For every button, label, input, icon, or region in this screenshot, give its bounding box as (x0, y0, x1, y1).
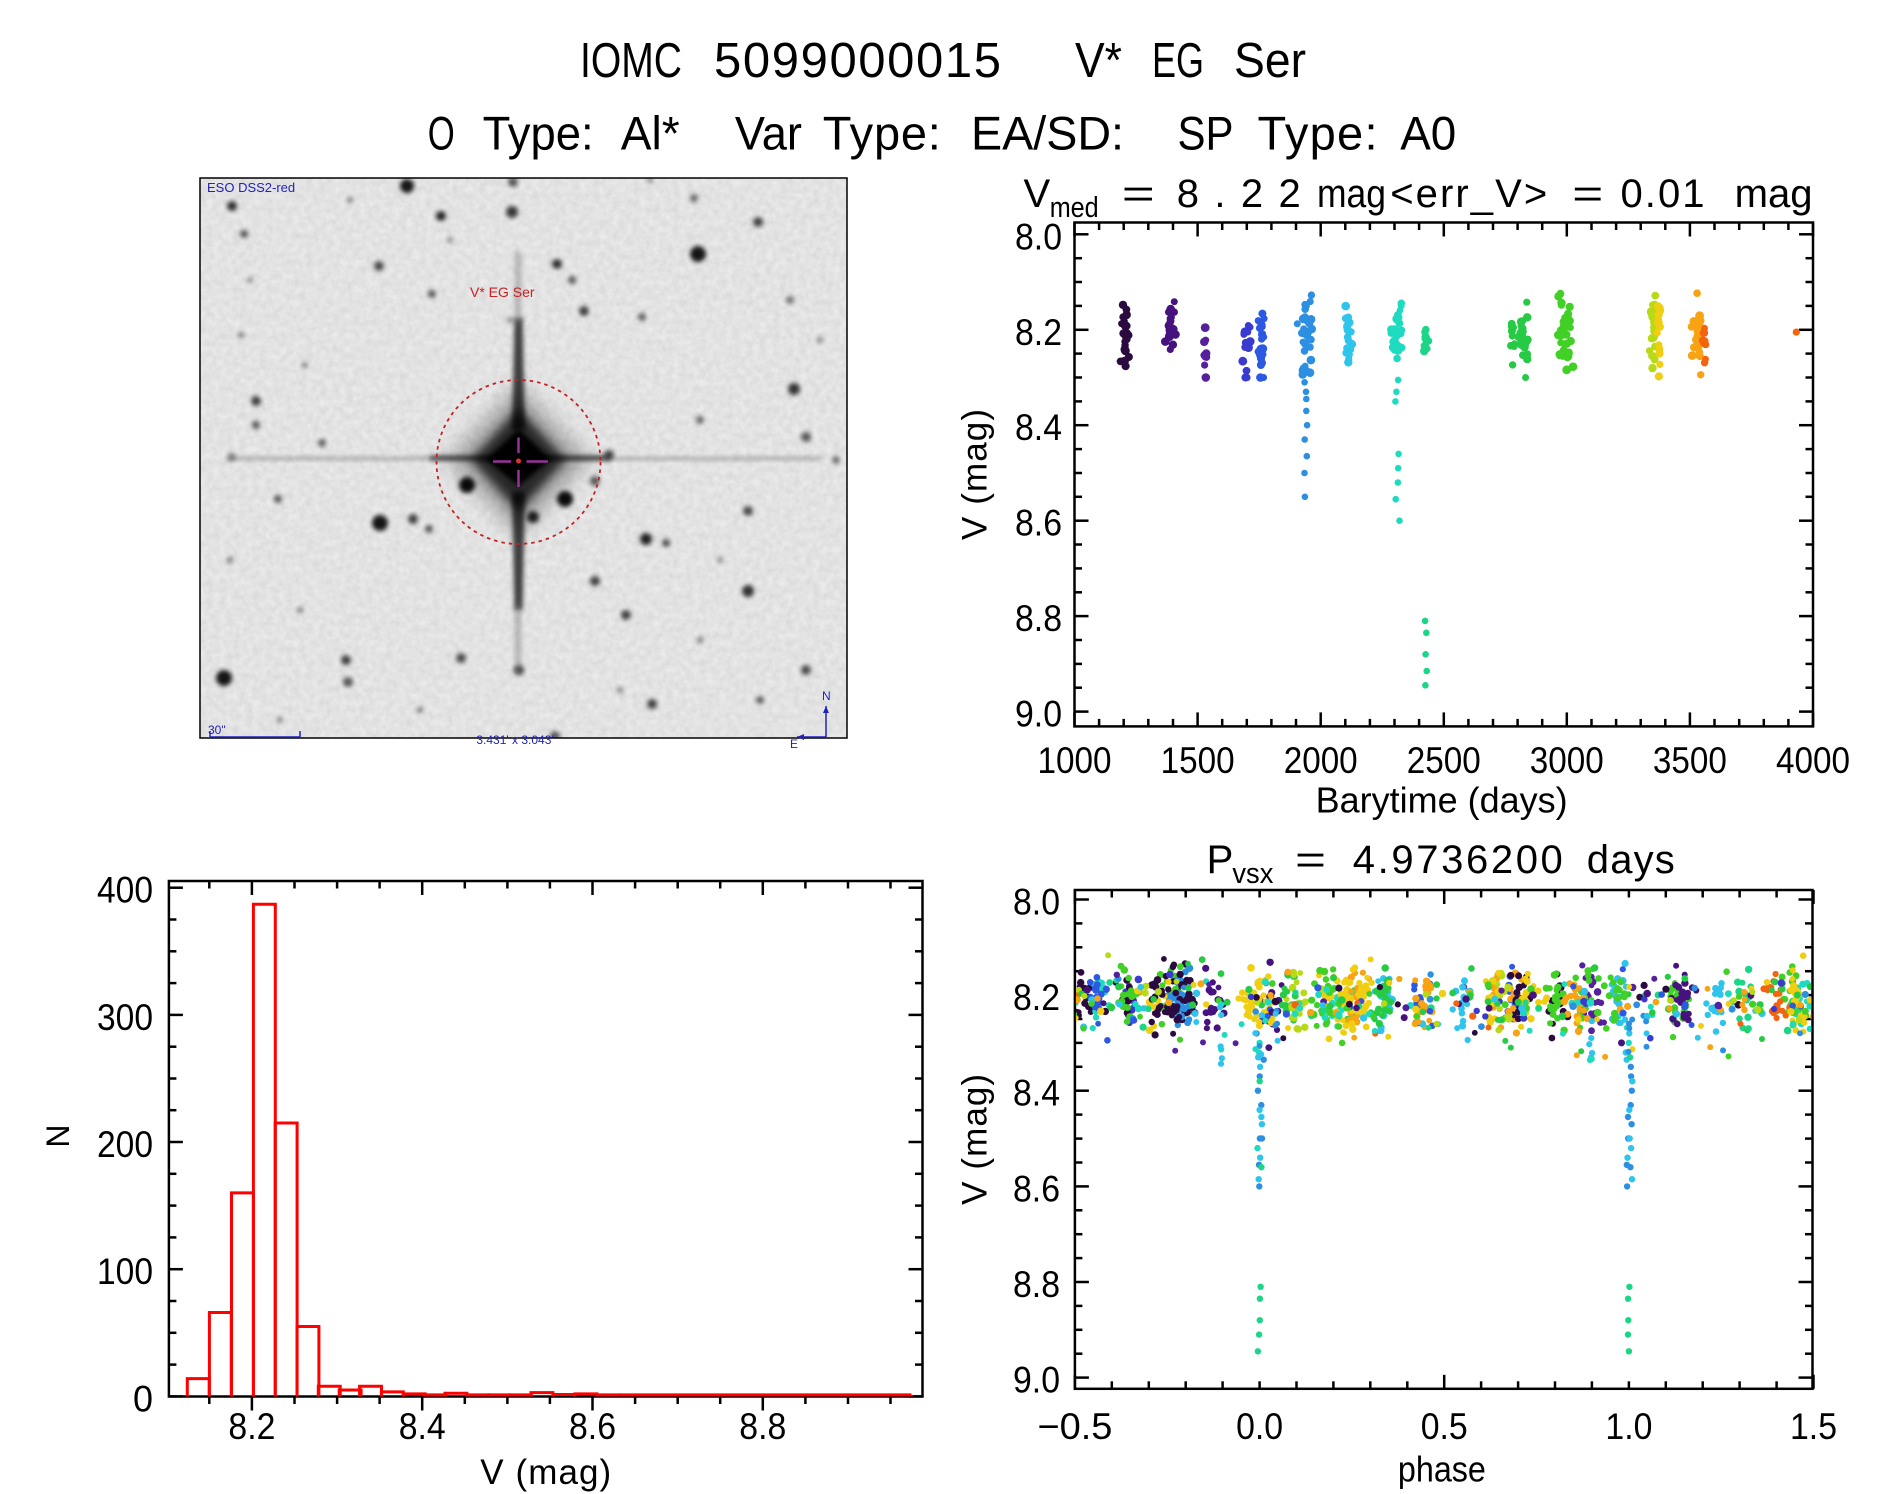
svg-text:0.0: 0.0 (1236, 1406, 1283, 1447)
svg-text:Type:: Type: (823, 107, 941, 160)
svg-text:0: 0 (133, 1378, 153, 1419)
svg-text:8.2: 8.2 (228, 1406, 275, 1447)
svg-text:Var: Var (735, 107, 802, 160)
svg-text:V*: V* (1075, 34, 1122, 88)
svg-text:phase: phase (1398, 1448, 1486, 1489)
svg-text:mag: mag (1317, 172, 1386, 216)
svg-text:8.4: 8.4 (1013, 1073, 1060, 1114)
svg-text:vsx: vsx (1232, 858, 1273, 890)
svg-text:9.0: 9.0 (1015, 694, 1062, 735)
svg-text:N: N (40, 1124, 76, 1147)
svg-text:1000: 1000 (1038, 740, 1112, 781)
svg-text:=: = (1572, 172, 1603, 216)
svg-text:O: O (428, 107, 455, 160)
svg-text:A0: A0 (1400, 107, 1456, 160)
svg-text:0.01: 0.01 (1621, 172, 1705, 216)
svg-text:9.0: 9.0 (1013, 1360, 1060, 1401)
svg-text:1500: 1500 (1161, 740, 1235, 781)
svg-text:−0.5: −0.5 (1037, 1406, 1112, 1447)
svg-text:8.6: 8.6 (1013, 1168, 1060, 1209)
svg-text:3.431' x 3.043': 3.431' x 3.043' (476, 733, 553, 747)
svg-text:SP: SP (1178, 107, 1234, 160)
svg-text:V (mag): V (mag) (956, 409, 995, 540)
svg-text:V: V (1024, 172, 1051, 216)
svg-text:0.5: 0.5 (1421, 1406, 1468, 1447)
svg-text:5099000015: 5099000015 (714, 34, 1001, 88)
svg-text:2000: 2000 (1284, 740, 1358, 781)
svg-text:E: E (790, 737, 798, 751)
svg-text:300: 300 (97, 997, 153, 1038)
svg-text:=: = (1122, 172, 1155, 216)
svg-text:100: 100 (97, 1251, 153, 1292)
svg-text:8.0: 8.0 (1013, 882, 1060, 923)
svg-text:Type:: Type: (483, 107, 594, 160)
svg-text:3500: 3500 (1653, 740, 1727, 781)
svg-text:8.6: 8.6 (1015, 503, 1062, 544)
svg-text:8.8: 8.8 (1015, 598, 1062, 639)
svg-text:200: 200 (97, 1124, 153, 1165)
svg-text:8.2: 8.2 (1013, 977, 1060, 1018)
svg-text:8.6: 8.6 (569, 1406, 616, 1447)
svg-text:IOMC: IOMC (580, 34, 682, 88)
svg-text:mag: mag (1735, 172, 1813, 216)
svg-text:4000: 4000 (1776, 740, 1850, 781)
svg-text:8.4: 8.4 (399, 1406, 446, 1447)
svg-text:3000: 3000 (1530, 740, 1604, 781)
svg-text:400: 400 (97, 870, 153, 911)
svg-text:Ser: Ser (1234, 34, 1306, 88)
svg-text:2500: 2500 (1407, 740, 1481, 781)
svg-text:Al*: Al* (621, 107, 680, 160)
svg-text:8.0: 8.0 (1015, 216, 1062, 257)
svg-text:1.5: 1.5 (1790, 1406, 1837, 1447)
svg-text:med: med (1050, 192, 1099, 224)
svg-text:Type:: Type: (1258, 107, 1378, 160)
svg-text:P: P (1207, 838, 1234, 882)
svg-text:EG: EG (1152, 34, 1204, 88)
svg-text:8.8: 8.8 (1013, 1264, 1060, 1305)
svg-text:8.4: 8.4 (1015, 407, 1062, 448)
svg-text:8.2: 8.2 (1015, 312, 1062, 353)
svg-text:Barytime (days): Barytime (days) (1316, 779, 1568, 820)
svg-text:V (mag): V (mag) (956, 1074, 995, 1205)
svg-text:4.9736200: 4.9736200 (1353, 838, 1563, 882)
svg-text:8.8: 8.8 (739, 1406, 786, 1447)
svg-text:V* EG Ser: V* EG Ser (470, 284, 535, 300)
svg-text:days: days (1587, 838, 1675, 882)
svg-text:EA/SD:: EA/SD: (971, 107, 1124, 160)
svg-text:1.0: 1.0 (1605, 1406, 1652, 1447)
svg-text:V (mag): V (mag) (480, 1453, 611, 1492)
svg-text:ESO DSS2-red: ESO DSS2-red (207, 180, 295, 195)
svg-text:N: N (822, 689, 831, 703)
svg-text:=: = (1295, 838, 1326, 882)
svg-text:30": 30" (208, 723, 226, 737)
